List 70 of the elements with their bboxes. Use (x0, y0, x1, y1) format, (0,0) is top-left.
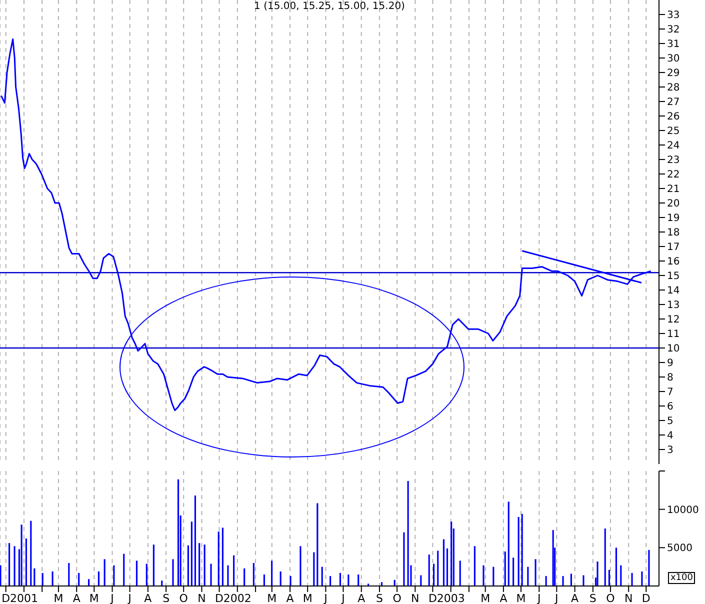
y-tick-label: 9 (667, 358, 674, 370)
x-tick-label: O (606, 592, 616, 604)
x-tick-label: A (144, 592, 152, 604)
y-tick-label: 10000 (667, 504, 699, 516)
x-tick-label: 2001 (10, 592, 38, 604)
x-tick-label: N (624, 592, 633, 604)
x-tick-label: A (500, 592, 508, 604)
x-tick-label: N (198, 592, 206, 604)
y-tick-label: 25 (667, 126, 680, 138)
y-tick-label: 24 (667, 140, 680, 152)
y-tick-label: 6 (667, 402, 674, 413)
y-tick-label: 27 (667, 97, 680, 108)
y-tick-label: 19 (667, 213, 680, 224)
x-tick-label: M (54, 592, 64, 604)
y-tick-label: 5 (667, 416, 674, 428)
y-tick-label: 15 (667, 271, 680, 282)
y-tick-label: 10 (667, 344, 680, 355)
x-tick-label: M (267, 592, 277, 604)
x-tick-label: J (536, 592, 541, 604)
y-tick-label: 31 (667, 39, 680, 50)
x-tick-label: J (340, 592, 345, 604)
y-tick-label: 14 (667, 286, 680, 297)
x-tick-label: D (215, 592, 224, 604)
y-tick-label: 7 (667, 387, 674, 398)
y-tick-label: 3 (667, 445, 674, 456)
x-tick-label: 2002 (223, 592, 252, 604)
line-series (0, 38, 652, 412)
x-tick-label: M (480, 592, 490, 604)
x-tick-label: D (2, 592, 10, 604)
y-tick-label: 18 (667, 228, 680, 239)
x-tick-label: O (392, 592, 402, 604)
x-tick-label: M (516, 592, 526, 604)
text: x100 (668, 572, 695, 584)
y-tick-label: 21 (667, 184, 680, 196)
x-tick-label: A (72, 592, 81, 604)
x-tick-label: S (162, 592, 170, 604)
y-tick-label: 4 (667, 430, 674, 442)
x-tick-label: D (642, 592, 650, 604)
y-tick-label: 23 (667, 155, 680, 166)
x-tick-label: D (428, 592, 437, 604)
y-tick-label: 33 (667, 10, 680, 22)
y-tick-label: 8 (667, 372, 674, 384)
x-tick-label: N (411, 592, 420, 604)
y-tick-label: 26 (667, 112, 680, 123)
y-tick-label: 22 (667, 170, 680, 181)
x-tick-label: J (323, 592, 328, 604)
x-tick-label: J (110, 592, 114, 604)
x-tick-label: A (358, 592, 366, 604)
y-tick-label: 12 (667, 314, 680, 326)
chart-title: 1 (15.00, 15.25, 15.00, 15.20) (253, 1, 406, 12)
y-tick-label: 32 (667, 24, 680, 36)
x-tick-label: 2003 (436, 592, 465, 604)
y-tick-label: 5000 (667, 543, 692, 554)
y-tick-label: 29 (667, 68, 680, 80)
x-tick-label: M (89, 592, 99, 604)
y-tick-label: 28 (667, 82, 680, 94)
y-tick-label: 17 (667, 242, 680, 254)
x-tick-label: S (589, 592, 596, 604)
y-tick-label: 20 (667, 198, 680, 210)
y-tick-label: 13 (667, 300, 680, 312)
x-tick-label: O (179, 592, 188, 604)
x-tick-label: A (571, 592, 580, 604)
x-tick-label: M (302, 592, 312, 604)
x-tick-label: S (376, 592, 384, 604)
y-tick-label: 30 (667, 54, 680, 65)
x-tick-label: J (127, 592, 132, 604)
y-tick-label: 16 (667, 256, 680, 268)
y-tick-label: 11 (667, 329, 680, 340)
x-tick-label: A (286, 592, 294, 604)
x-tick-label: J (554, 592, 558, 604)
